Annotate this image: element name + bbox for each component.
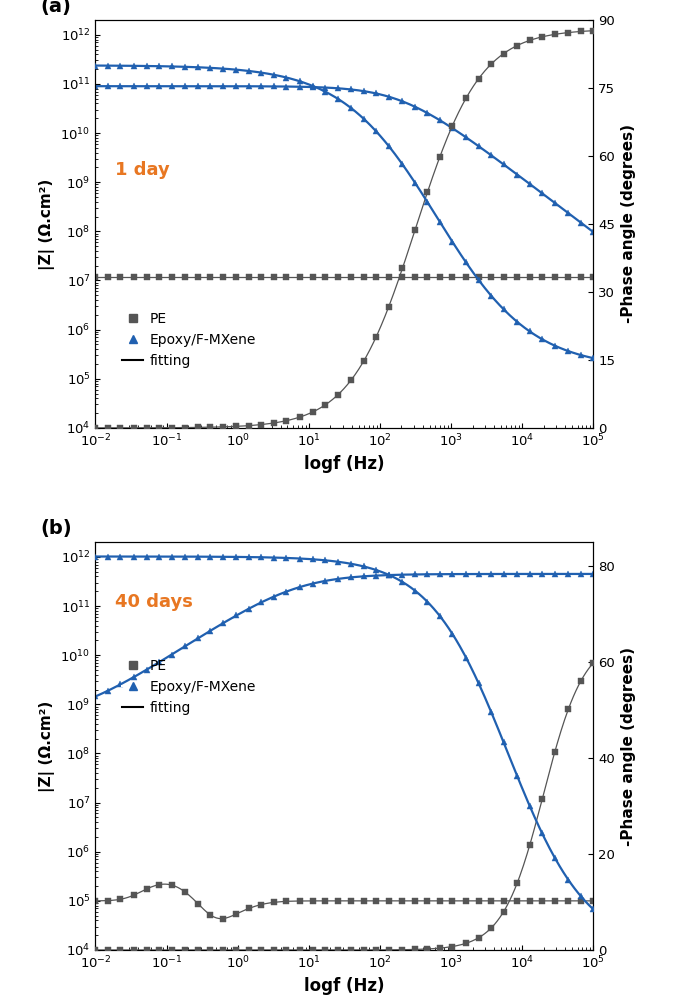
X-axis label: logf (Hz): logf (Hz) [304,977,385,995]
Y-axis label: -Phase angle (degrees): -Phase angle (degrees) [621,124,636,323]
Text: (a): (a) [41,0,72,16]
X-axis label: logf (Hz): logf (Hz) [304,455,385,473]
Text: (b): (b) [41,519,72,538]
Y-axis label: |Z| (Ω.cm²): |Z| (Ω.cm²) [39,178,55,270]
Y-axis label: |Z| (Ω.cm²): |Z| (Ω.cm²) [39,700,55,792]
Text: 1 day: 1 day [115,161,170,179]
Legend: PE, Epoxy/F-MXene, fitting: PE, Epoxy/F-MXene, fitting [122,312,256,368]
Y-axis label: -Phase angle (degrees): -Phase angle (degrees) [621,647,636,846]
Legend: PE, Epoxy/F-MXene, fitting: PE, Epoxy/F-MXene, fitting [122,659,256,715]
Text: 40 days: 40 days [115,593,193,611]
